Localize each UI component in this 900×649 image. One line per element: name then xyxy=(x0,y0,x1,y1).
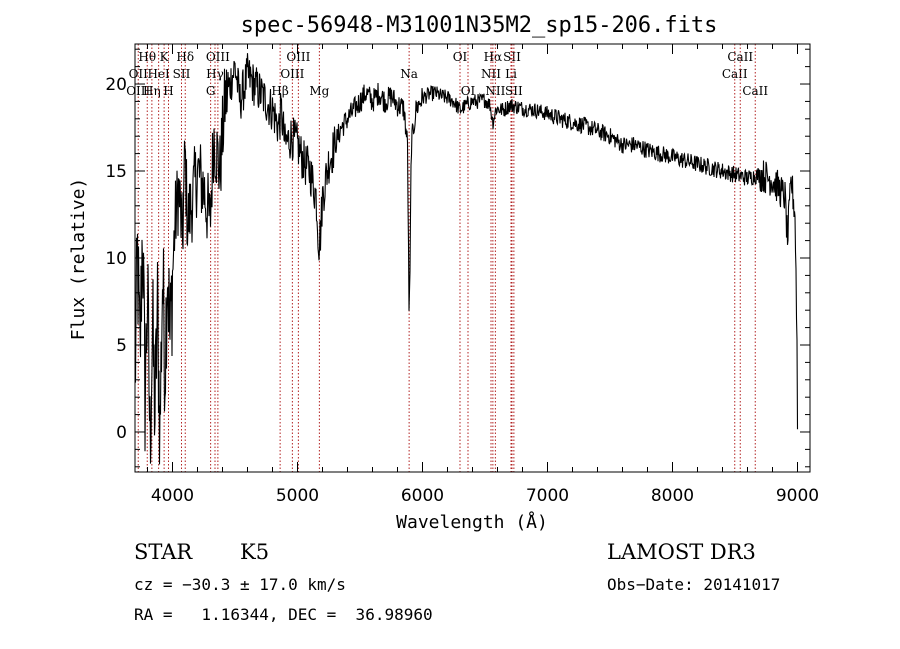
x-tick-label: 8000 xyxy=(651,486,694,506)
x-tick-label: 5000 xyxy=(276,486,319,506)
line-marker-label: OIII xyxy=(280,67,304,81)
x-tick-label: 4000 xyxy=(151,486,194,506)
obs-date: Obs−Date: 20141017 xyxy=(607,575,781,594)
line-marker-label: K xyxy=(160,50,170,64)
x-tick-label: 9000 xyxy=(776,486,819,506)
line-marker-label: NII xyxy=(485,84,505,98)
y-tick-label: 15 xyxy=(105,162,127,182)
line-marker-label: CaII xyxy=(727,50,753,64)
line-marker-label: OII xyxy=(129,67,149,81)
x-axis-ticks: 4000 5000 6000 7000 8000 9000 xyxy=(147,44,819,506)
line-marker-label: OI xyxy=(461,84,476,98)
line-marker-label: Na xyxy=(400,67,418,81)
y-tick-label: 0 xyxy=(116,423,127,443)
y-axis-ticks: 0 5 10 15 20 xyxy=(105,48,810,468)
line-marker-label: OIII xyxy=(286,50,310,64)
object-class: STAR xyxy=(134,540,193,564)
chart-title: spec-56948-M31001N35M2_sp15-206.fits xyxy=(241,13,718,38)
spectrum-line xyxy=(134,53,799,465)
spectral-subclass: K5 xyxy=(240,540,270,564)
line-marker-label: OIII xyxy=(126,84,150,98)
line-marker-label: Hη xyxy=(143,84,161,98)
line-marker-label: HeI xyxy=(147,67,170,81)
line-marker-label: Li xyxy=(505,67,517,81)
y-tick-label: 20 xyxy=(105,75,127,95)
plot-frame xyxy=(134,43,811,473)
coordinates: RA = 1.16344, DEC = 36.98960 xyxy=(134,605,433,624)
line-marker-label: OI xyxy=(453,50,468,64)
line-marker-label: Hγ xyxy=(206,67,224,81)
line-marker-label: Hβ xyxy=(271,84,288,98)
line-marker-label: CaII xyxy=(722,67,748,81)
line-marker-label: Hθ xyxy=(138,50,156,64)
y-tick-label: 5 xyxy=(116,336,127,356)
line-marker-label: Hδ xyxy=(176,50,194,64)
line-marker-label: Hα xyxy=(484,50,503,64)
line-marker-label: G xyxy=(206,84,216,98)
line-marker-label: SII xyxy=(503,50,521,64)
line-markers: OIIOIIIHθHηHeIKHSIIHδGHγOIIIHβOIIIOIIIMg… xyxy=(126,44,768,472)
line-marker-label: OIII xyxy=(206,50,230,64)
x-axis-label: Wavelength (Å) xyxy=(396,511,548,533)
line-marker-label: H xyxy=(163,84,173,98)
y-tick-label: 10 xyxy=(105,249,127,269)
line-marker-label: CaII xyxy=(742,84,768,98)
x-tick-label: 7000 xyxy=(526,486,569,506)
line-marker-label: Mg xyxy=(309,84,329,98)
y-axis-label: Flux (relative) xyxy=(68,178,89,341)
line-marker-label: NII xyxy=(481,67,501,81)
line-marker-label: SII xyxy=(505,84,523,98)
survey-name: LAMOST DR3 xyxy=(607,540,756,564)
redshift-text: cz = −30.3 ± 17.0 km/s xyxy=(134,575,346,594)
line-marker-label: SII xyxy=(173,67,191,81)
x-tick-label: 6000 xyxy=(401,486,444,506)
